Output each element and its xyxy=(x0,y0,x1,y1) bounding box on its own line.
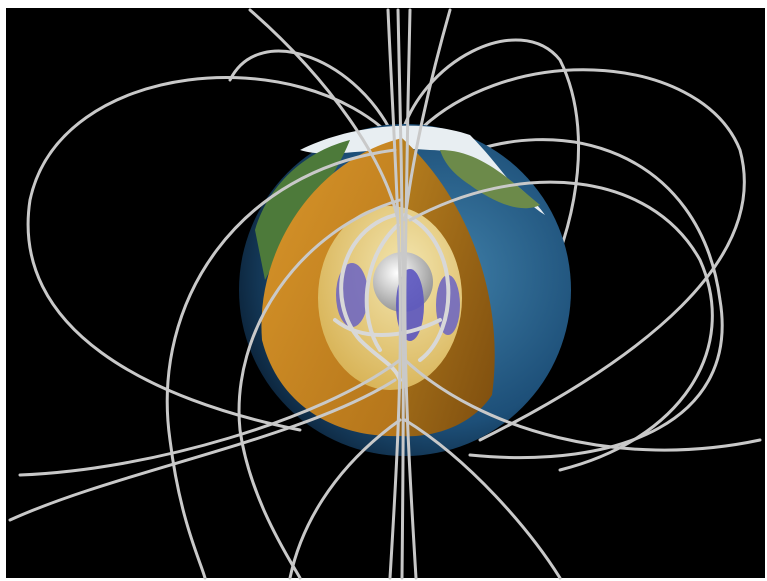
field-lines-front xyxy=(8,8,762,580)
ice-cap xyxy=(300,125,545,215)
inner-field-lines xyxy=(333,213,451,382)
field-lines-back xyxy=(26,38,746,460)
land xyxy=(440,150,540,209)
